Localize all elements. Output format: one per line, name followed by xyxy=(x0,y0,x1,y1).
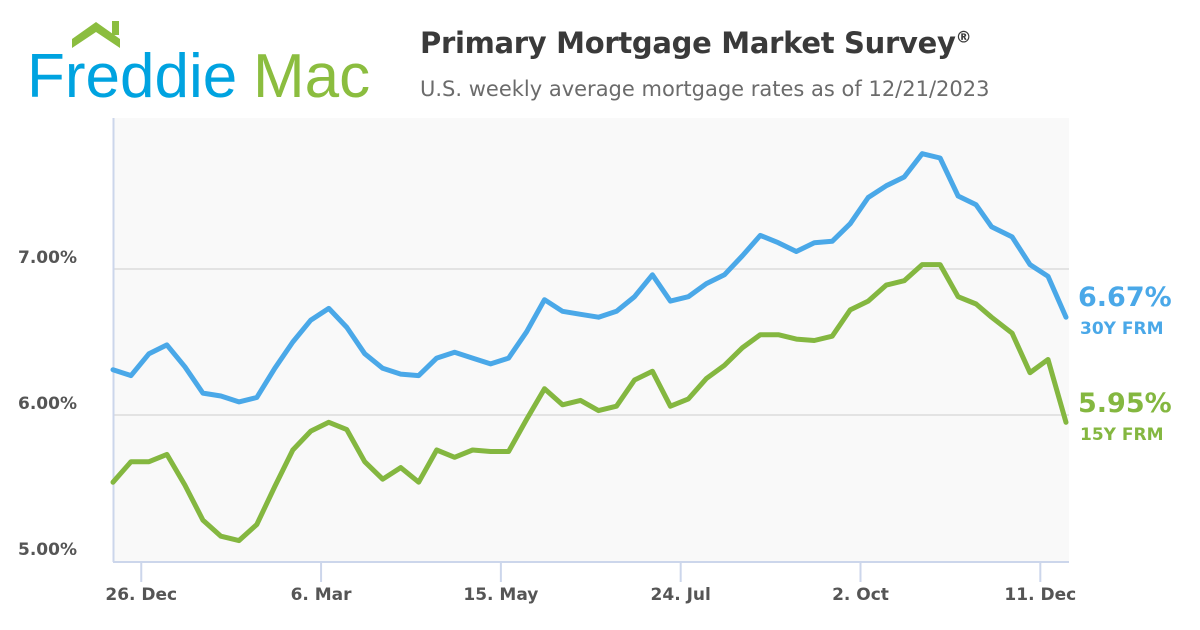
logo-text-freddie: Freddie xyxy=(27,42,237,105)
x-tick-label: 2. Oct xyxy=(832,585,889,605)
y-tick-label: 7.00% xyxy=(18,248,77,268)
end-value-label: 5.95% xyxy=(1078,388,1172,419)
chart-title: Primary Mortgage Market Survey® xyxy=(420,26,972,60)
series-line-15y-frm xyxy=(110,262,1069,544)
x-tick-label: 6. Mar xyxy=(291,585,353,605)
y-tick-label: 6.00% xyxy=(18,394,77,414)
registered-mark: ® xyxy=(955,27,972,47)
series-name-label: 30Y FRM xyxy=(1080,319,1164,339)
chart-title-text: Primary Mortgage Market Survey xyxy=(420,26,956,60)
x-tick-label: 24. Jul xyxy=(651,585,711,605)
chimney-icon xyxy=(112,21,119,35)
x-tick-label: 26. Dec xyxy=(105,585,177,605)
freddie-mac-logo: Freddie Mac xyxy=(27,21,370,105)
end-value-label: 6.67% xyxy=(1078,282,1172,313)
chart-subtitle: U.S. weekly average mortgage rates as of… xyxy=(420,77,990,101)
x-tick-label: 11. Dec xyxy=(1004,585,1076,605)
x-tick-label: 15. May xyxy=(463,585,538,605)
series-line-30y-frm xyxy=(110,151,1069,405)
y-tick-label: 5.00% xyxy=(18,540,77,560)
house-roof-icon xyxy=(72,22,120,48)
plot-background xyxy=(113,118,1069,562)
series-name-label: 15Y FRM xyxy=(1080,425,1164,445)
logo-text-mac: Mac xyxy=(253,42,370,105)
